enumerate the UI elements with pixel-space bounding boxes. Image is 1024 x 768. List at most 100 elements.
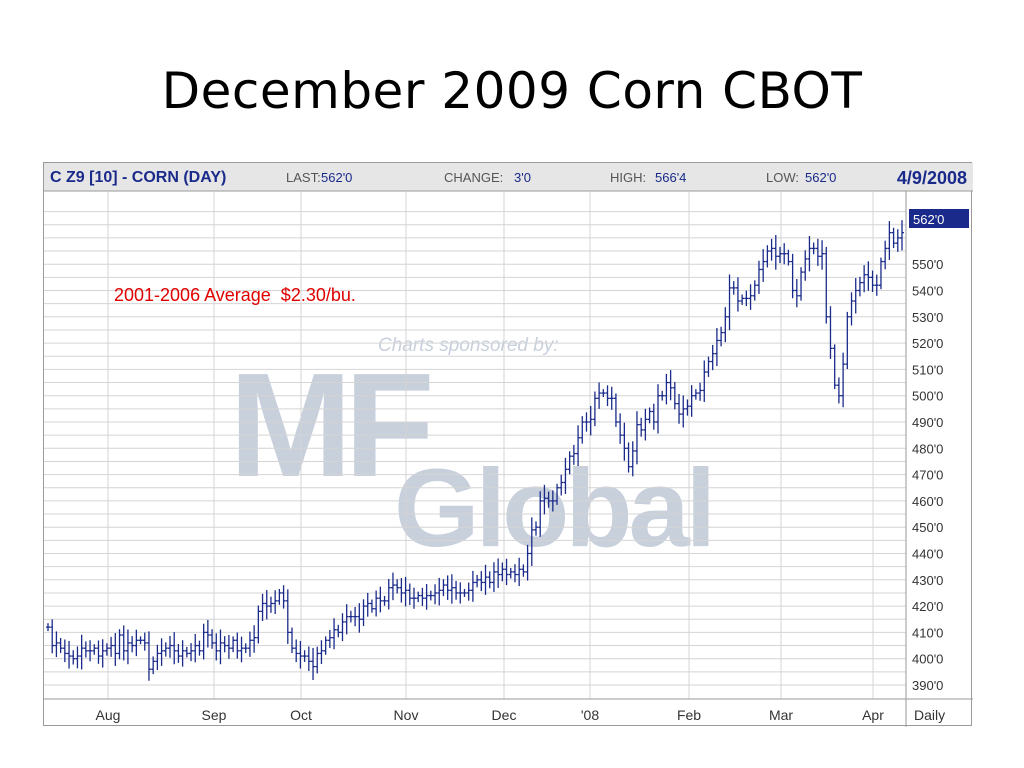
price-bar (390, 572, 395, 601)
price-bar (412, 587, 416, 609)
price-bar (268, 596, 273, 613)
price-bar (470, 570, 475, 602)
price-bar (437, 577, 442, 606)
global-logo: Global (394, 447, 712, 570)
price-bar (218, 629, 223, 665)
price-bar (462, 589, 467, 597)
y-tick-label: 490'0 (912, 415, 943, 430)
price-bar (163, 642, 168, 657)
x-tick-label: Apr (862, 707, 884, 723)
price-bar (172, 632, 177, 665)
price-bar (75, 646, 80, 669)
y-tick-label: 400'0 (912, 652, 943, 667)
price-bar (319, 640, 324, 665)
price-bar (828, 306, 833, 359)
price-bar (504, 558, 509, 586)
price-bar (550, 490, 555, 512)
price-bar (210, 629, 215, 649)
price-bar (180, 640, 185, 667)
price-bar (723, 307, 728, 343)
price-bar (332, 618, 337, 650)
price-bar (142, 632, 147, 651)
price-bar (348, 610, 353, 623)
price-bar (542, 484, 547, 515)
price-bar (340, 613, 345, 642)
x-tick-label: Oct (290, 707, 312, 723)
price-bar (214, 633, 219, 661)
price-bar (395, 579, 400, 594)
price-bar (159, 638, 164, 666)
y-tick-label: 530'0 (912, 310, 943, 325)
price-bar (201, 623, 206, 660)
price-bar (104, 643, 109, 656)
price-bar (138, 636, 143, 645)
price-bar (693, 389, 698, 400)
average-price-annotation: 2001-2006 Average $2.30/bu. (114, 285, 356, 305)
price-bar (803, 250, 808, 281)
price-bar (727, 274, 732, 331)
price-bar (756, 260, 761, 294)
price-bar (761, 249, 766, 282)
price-bar (618, 413, 623, 444)
price-bar (496, 558, 501, 588)
x-tick-label: '08 (581, 707, 599, 723)
y-tick-label: 550'0 (912, 257, 943, 272)
price-bar (538, 491, 543, 537)
price-bar (184, 646, 189, 658)
chart-header: C Z9 [10] - CORN (DAY) LAST: 562'0 CHANG… (50, 168, 967, 188)
price-bar (841, 352, 846, 408)
price-bar (353, 606, 358, 627)
price-bar (54, 631, 59, 658)
price-bar (302, 650, 307, 662)
price-bar (731, 281, 736, 295)
price-bar (698, 382, 703, 401)
price-bar (226, 634, 231, 659)
price-bar (264, 590, 269, 620)
price-bar (900, 220, 904, 251)
price-bar (735, 277, 740, 312)
price-bar (643, 408, 648, 441)
price-bar (100, 639, 105, 668)
price-bar (231, 636, 236, 653)
price-bar (378, 586, 383, 613)
price-bar (382, 595, 387, 606)
price-bar (634, 411, 639, 465)
price-bar (62, 639, 67, 663)
price-bar (365, 592, 370, 617)
price-bar (454, 580, 459, 600)
price-bar (83, 641, 88, 658)
price-bar (155, 644, 160, 671)
price-bar (512, 564, 517, 583)
price-bar (46, 623, 50, 632)
chart-date: 4/9/2008 (897, 168, 967, 188)
price-bar (563, 457, 568, 495)
price-bar (247, 631, 252, 657)
price-bar (466, 582, 471, 601)
price-bar (239, 636, 244, 663)
y-tick-label: 390'0 (912, 678, 943, 693)
price-bar (323, 636, 328, 655)
low-label: LOW: (766, 170, 799, 185)
price-bar (361, 599, 366, 627)
x-axis: Aug Sep Oct Nov Dec '08 Feb Mar Apr (96, 707, 885, 723)
price-bar (870, 270, 875, 293)
x-tick-label: Nov (394, 707, 419, 723)
price-bar (420, 587, 425, 606)
chart-symbol: C Z9 [10] - CORN (DAY) (50, 169, 226, 186)
price-bar (205, 619, 210, 648)
price-bar (193, 634, 198, 663)
price-bar (517, 557, 522, 587)
price-bar (529, 517, 534, 566)
price-bar (874, 274, 879, 296)
last-label: LAST: (286, 170, 321, 185)
chart-svg: C Z9 [10] - CORN (DAY) LAST: 562'0 CHANG… (44, 163, 973, 727)
price-bar (534, 521, 538, 536)
price-bar (290, 627, 294, 654)
price-bar (374, 590, 379, 617)
price-bar (336, 624, 341, 638)
price-bar (744, 290, 749, 307)
price-bar (824, 246, 829, 324)
price-bar (857, 276, 862, 297)
price-bar (117, 629, 122, 660)
price-bar (109, 636, 114, 657)
